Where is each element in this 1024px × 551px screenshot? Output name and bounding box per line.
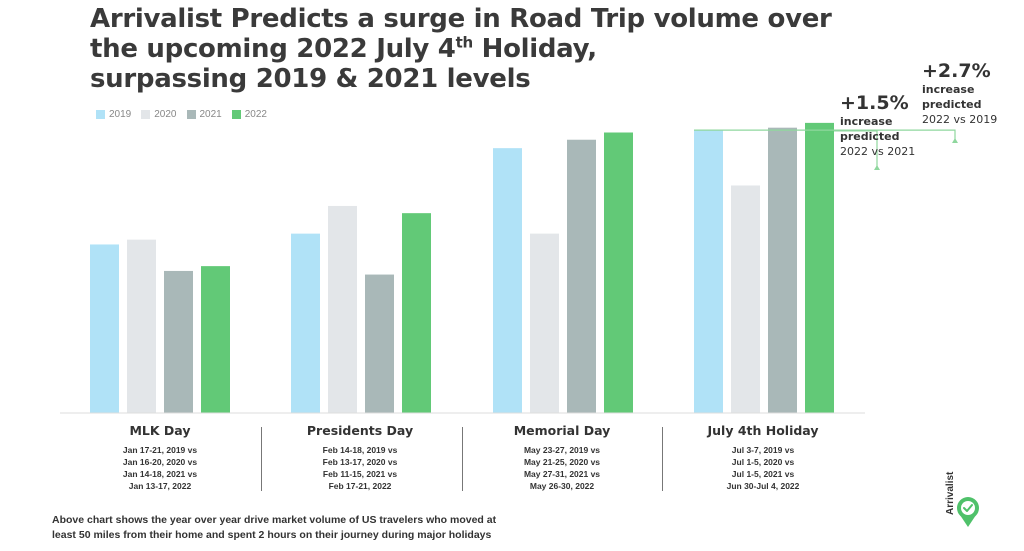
title-superscript: th <box>455 33 474 52</box>
bar-2021-memorial-day <box>567 139 596 413</box>
title-line-2-end: Holiday, <box>472 34 598 64</box>
group-date-line: Feb 13-17, 2020 vs <box>322 457 398 467</box>
legend-item-2019: 2019 <box>96 109 131 120</box>
title-line-1: Arrivalist Predicts a surge in Road Trip… <box>90 4 832 34</box>
annotation-value: +2.7% <box>922 60 991 82</box>
bar-2022-memorial-day <box>604 132 633 413</box>
group-date-line: Jan 14-18, 2021 vs <box>122 469 198 479</box>
legend-swatch <box>96 110 105 119</box>
bar-2022-july-4th-holiday <box>805 122 834 413</box>
group-info-july4: July 4th Holiday Jul 3-7, 2019 vs Jul 1-… <box>663 423 863 492</box>
bar-2021-july-4th-holiday <box>768 127 797 413</box>
bar-2020-july-4th-holiday <box>731 185 760 413</box>
legend-swatch <box>231 110 241 119</box>
group-date-line: May 26-30, 2022 <box>529 481 595 491</box>
annotation-text: increase predicted <box>840 115 900 143</box>
group-date-line: Jun 30-Jul 4, 2022 <box>726 481 800 491</box>
group-info-presidents: Presidents Day Feb 14-18, 2019 vs Feb 13… <box>260 423 460 492</box>
bar-2019-memorial-day <box>493 148 522 413</box>
group-date-line: Feb 11-15, 2021 vs <box>322 469 398 479</box>
chart-title: Arrivalist Predicts a surge in Road Trip… <box>90 4 832 94</box>
group-date-line: Jul 3-7, 2019 vs <box>731 445 795 455</box>
group-date-line: Jul 1-5, 2020 vs <box>731 457 795 467</box>
group-info-memorial: Memorial Day May 23-27, 2019 vs May 21-2… <box>462 423 662 492</box>
group-date-line: Feb 17-21, 2022 <box>328 481 392 491</box>
group-separator <box>261 427 262 491</box>
group-name: Memorial Day <box>513 423 611 438</box>
bar-2019-presidents-day <box>291 233 320 413</box>
group-name: July 4th Holiday <box>707 423 819 438</box>
legend-item-2020: 2020 <box>141 109 177 120</box>
bar-2019-july-4th-holiday <box>694 130 723 413</box>
arrow-up-icon <box>874 165 880 170</box>
footnote-line-2: least 50 miles from their home and spent… <box>52 529 492 541</box>
legend-swatch <box>186 110 196 119</box>
legend: 2019 2020 2021 2022 <box>96 109 267 120</box>
group-date-line: Jan 13-17, 2022 <box>128 481 192 491</box>
group-info-mlk: MLK Day Jan 17-21, 2019 vs Jan 16-20, 20… <box>60 423 260 492</box>
title-line-2: the upcoming 2022 July 4th Holiday, <box>90 34 832 64</box>
legend-label: 2021 <box>199 109 222 120</box>
group-name: MLK Day <box>129 423 191 438</box>
annotation-comparison: 2022 vs 2021 <box>840 145 916 158</box>
group-separator <box>662 427 663 491</box>
group-date-line: May 27-31, 2021 vs <box>523 469 601 479</box>
bar-2020-mlk-day <box>127 239 156 413</box>
bar-2021-mlk-day <box>164 270 193 413</box>
annotation-2022-vs-2019: +2.7% increase predicted 2022 vs 2019 <box>922 60 997 127</box>
bar-2021-presidents-day <box>365 274 394 413</box>
bar-2022-presidents-day <box>402 213 431 413</box>
legend-label: 2022 <box>244 109 267 120</box>
bar-2020-memorial-day <box>530 233 559 413</box>
location-pin-check-icon <box>957 497 979 527</box>
group-separator <box>462 427 463 491</box>
annotation-comparison: 2022 vs 2019 <box>922 113 998 126</box>
bar-2019-mlk-day <box>90 244 119 413</box>
group-date-line: Jul 1-5, 2021 vs <box>731 469 795 479</box>
annotation-2022-vs-2021: +1.5% increase predicted 2022 vs 2021 <box>840 92 915 159</box>
arrow-up-icon <box>952 138 958 143</box>
title-line-3: surpassing 2019 & 2021 levels <box>90 64 531 94</box>
bar-2022-mlk-day <box>201 266 230 413</box>
connector-2022-vs-2021 <box>834 130 878 168</box>
annotation-text: increase predicted <box>922 83 982 111</box>
title-line-2-text: the upcoming 2022 July 4 <box>90 34 456 64</box>
group-date-line: May 21-25, 2020 vs <box>523 457 601 467</box>
legend-label: 2019 <box>109 109 132 120</box>
connector-2022-vs-2019 <box>694 129 956 141</box>
group-name: Presidents Day <box>306 423 414 438</box>
annotation-value: +1.5% <box>840 92 909 114</box>
bar-2020-presidents-day <box>328 205 357 413</box>
group-date-line: Feb 14-18, 2019 vs <box>322 445 398 455</box>
legend-label: 2020 <box>154 109 177 120</box>
legend-swatch <box>141 110 151 119</box>
legend-item-2021: 2021 <box>186 109 222 120</box>
footnote-line-1: Above chart shows the year over year dri… <box>52 514 497 526</box>
group-date-line: Jan 17-21, 2019 vs <box>122 445 198 455</box>
legend-item-2022: 2022 <box>231 109 267 120</box>
group-date-line: Jan 16-20, 2020 vs <box>122 457 198 467</box>
footnote: Above chart shows the year over year dri… <box>52 513 496 543</box>
group-date-line: May 23-27, 2019 vs <box>523 445 601 455</box>
